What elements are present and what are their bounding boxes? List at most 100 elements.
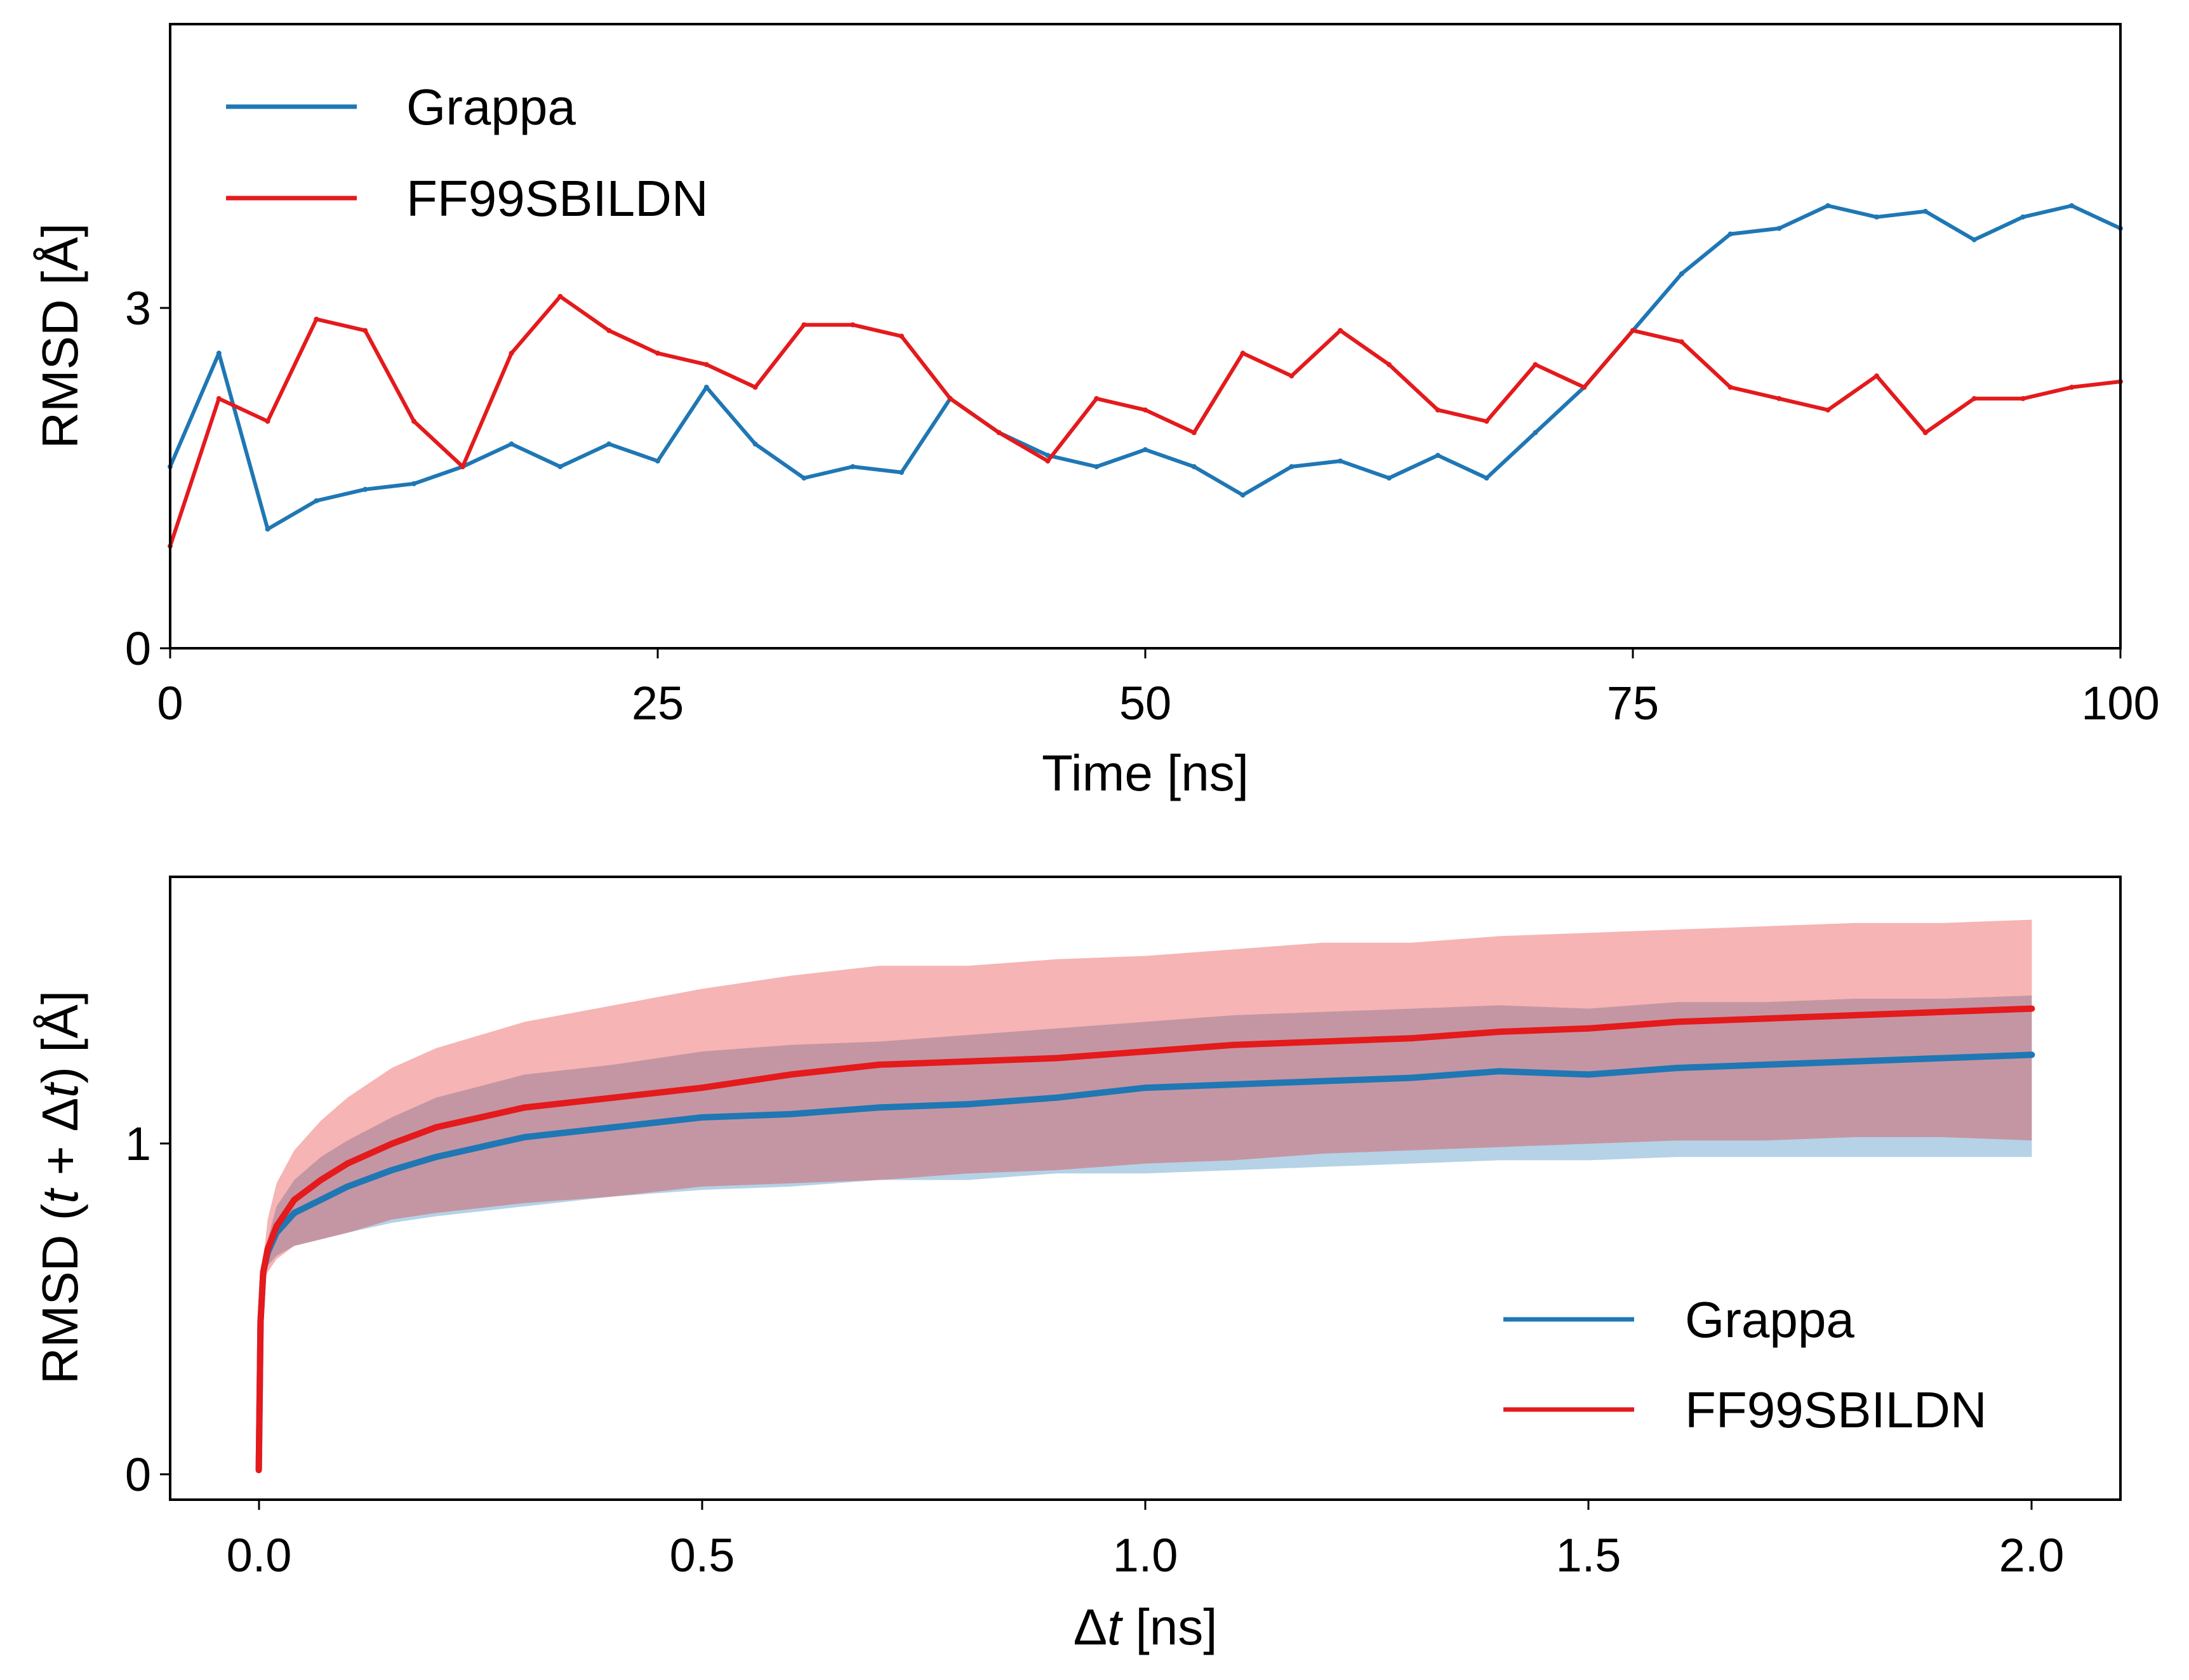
data-point-grappa xyxy=(899,470,904,475)
data-point-ff99sbildn xyxy=(1045,458,1051,464)
data-point-grappa xyxy=(1496,1068,1503,1075)
data-point-ff99sbildn xyxy=(1142,1048,1148,1055)
data-point-grappa xyxy=(2069,203,2075,208)
data-point-ff99sbildn xyxy=(1922,430,1928,436)
bottom-x-tick-label: 0.5 xyxy=(670,1529,735,1582)
top-x-ticks: 0 25 50 75 100 xyxy=(157,648,2160,730)
bottom-y-axis-label: RMSD (t + Δt) [Å] xyxy=(32,990,88,1384)
series-line-grappa xyxy=(255,1051,2032,1470)
bottom-chart-data xyxy=(255,919,2035,1474)
data-point-ff99sbildn xyxy=(1053,1055,1060,1062)
top-y-tick-label: 0 xyxy=(125,622,151,675)
data-point-ff99sbildn xyxy=(1679,339,1684,345)
data-point-grappa xyxy=(1776,225,1782,231)
data-point-grappa xyxy=(2020,214,2026,220)
data-point-ff99sbildn xyxy=(1289,373,1294,379)
data-point-ff99sbildn xyxy=(850,322,856,328)
data-point-ff99sbildn xyxy=(314,316,319,322)
top-x-tick-label: 25 xyxy=(632,677,684,730)
data-point-grappa xyxy=(1319,1077,1326,1084)
data-point-ff99sbildn xyxy=(291,1196,298,1203)
data-point-ff99sbildn xyxy=(801,322,807,328)
data-point-ff99sbildn xyxy=(1971,396,1977,401)
top-x-axis-label: Time [ns] xyxy=(1042,745,1249,801)
top-y-axis-label: RMSD [Å] xyxy=(32,223,88,449)
data-point-ff99sbildn xyxy=(2028,1005,2035,1012)
data-point-ff99sbildn xyxy=(964,1058,971,1065)
data-point-ff99sbildn xyxy=(1581,384,1587,390)
data-point-grappa xyxy=(411,481,416,486)
bottom-x-ticks: 0.0 0.5 1.0 1.5 2.0 xyxy=(227,1500,2065,1582)
top-legend: Grappa FF99SBILDN xyxy=(226,79,709,227)
bottom-x-tick-label: 1.0 xyxy=(1113,1529,1178,1582)
data-point-grappa xyxy=(1874,214,1879,220)
data-point-ff99sbildn xyxy=(698,1084,705,1091)
data-point-grappa xyxy=(703,384,709,390)
data-point-grappa xyxy=(1435,453,1440,458)
top-chart-data xyxy=(168,203,2123,549)
data-point-ff99sbildn xyxy=(606,328,612,333)
data-point-grappa xyxy=(317,1196,324,1203)
data-point-ff99sbildn xyxy=(1240,350,1246,356)
data-point-grappa xyxy=(344,1183,351,1190)
data-point-ff99sbildn xyxy=(460,464,465,469)
data-point-grappa xyxy=(964,1101,971,1108)
data-point-ff99sbildn xyxy=(996,430,1002,436)
data-point-ff99sbildn xyxy=(257,1318,264,1325)
data-point-grappa xyxy=(1142,1084,1148,1091)
data-point-ff99sbildn xyxy=(1673,1018,1680,1025)
bottom-x-tick-label: 2.0 xyxy=(1999,1529,2065,1582)
data-point-ff99sbildn xyxy=(1484,418,1489,424)
data-point-grappa xyxy=(606,441,612,447)
data-point-ff99sbildn xyxy=(1435,407,1440,413)
data-point-ff99sbildn xyxy=(265,418,270,424)
data-point-ff99sbildn xyxy=(947,396,953,401)
data-point-ff99sbildn xyxy=(610,1094,617,1101)
data-point-grappa xyxy=(1825,203,1831,208)
data-point-ff99sbildn xyxy=(2020,396,2026,401)
data-point-grappa xyxy=(291,1210,298,1217)
bottom-x-tick-label: 1.5 xyxy=(1556,1529,1621,1582)
data-point-ff99sbildn xyxy=(1585,1025,1592,1032)
data-point-ff99sbildn xyxy=(432,1124,439,1131)
bottom-legend-label-ff99: FF99SBILDN xyxy=(1685,1382,1987,1438)
data-point-grappa xyxy=(216,350,222,356)
data-point-grappa xyxy=(1762,1061,1769,1068)
top-y-tick-label: 3 xyxy=(125,282,151,335)
data-point-ff99sbildn xyxy=(1851,1012,1858,1018)
band-ff99sbildn xyxy=(258,919,2032,1470)
data-point-grappa xyxy=(521,1134,528,1140)
data-point-grappa xyxy=(1407,1074,1414,1081)
data-point-grappa xyxy=(1094,464,1100,469)
bottom-y-tick-label: 0 xyxy=(125,1448,151,1501)
top-x-tick-label: 50 xyxy=(1119,677,1171,730)
data-point-ff99sbildn xyxy=(899,333,904,339)
data-point-ff99sbildn xyxy=(521,1104,528,1111)
data-point-grappa xyxy=(850,464,856,469)
data-point-ff99sbildn xyxy=(876,1061,883,1068)
data-point-grappa xyxy=(363,486,368,492)
data-point-ff99sbildn xyxy=(1874,373,1879,379)
data-point-grappa xyxy=(698,1114,705,1121)
top-legend-label-ff99: FF99SBILDN xyxy=(406,170,709,227)
data-point-ff99sbildn xyxy=(389,1140,396,1147)
data-point-grappa xyxy=(1939,1055,1946,1062)
data-point-grappa xyxy=(1240,492,1246,498)
data-point-grappa xyxy=(787,1110,794,1117)
data-point-ff99sbildn xyxy=(255,1467,262,1474)
data-point-ff99sbildn xyxy=(1230,1041,1237,1048)
data-point-grappa xyxy=(655,458,660,464)
data-point-ff99sbildn xyxy=(1630,328,1635,333)
data-point-ff99sbildn xyxy=(1338,328,1343,333)
top-legend-label-grappa: Grappa xyxy=(406,79,576,135)
data-point-grappa xyxy=(1673,1065,1680,1071)
data-point-grappa xyxy=(557,464,563,469)
data-point-grappa xyxy=(1922,208,1928,214)
bottom-x-tick-label: 0.0 xyxy=(227,1529,292,1582)
series-line-grappa xyxy=(168,204,2122,531)
data-point-grappa xyxy=(509,441,514,447)
data-point-grappa xyxy=(1727,231,1733,237)
data-point-grappa xyxy=(1585,1071,1592,1078)
data-point-ff99sbildn xyxy=(703,362,709,368)
